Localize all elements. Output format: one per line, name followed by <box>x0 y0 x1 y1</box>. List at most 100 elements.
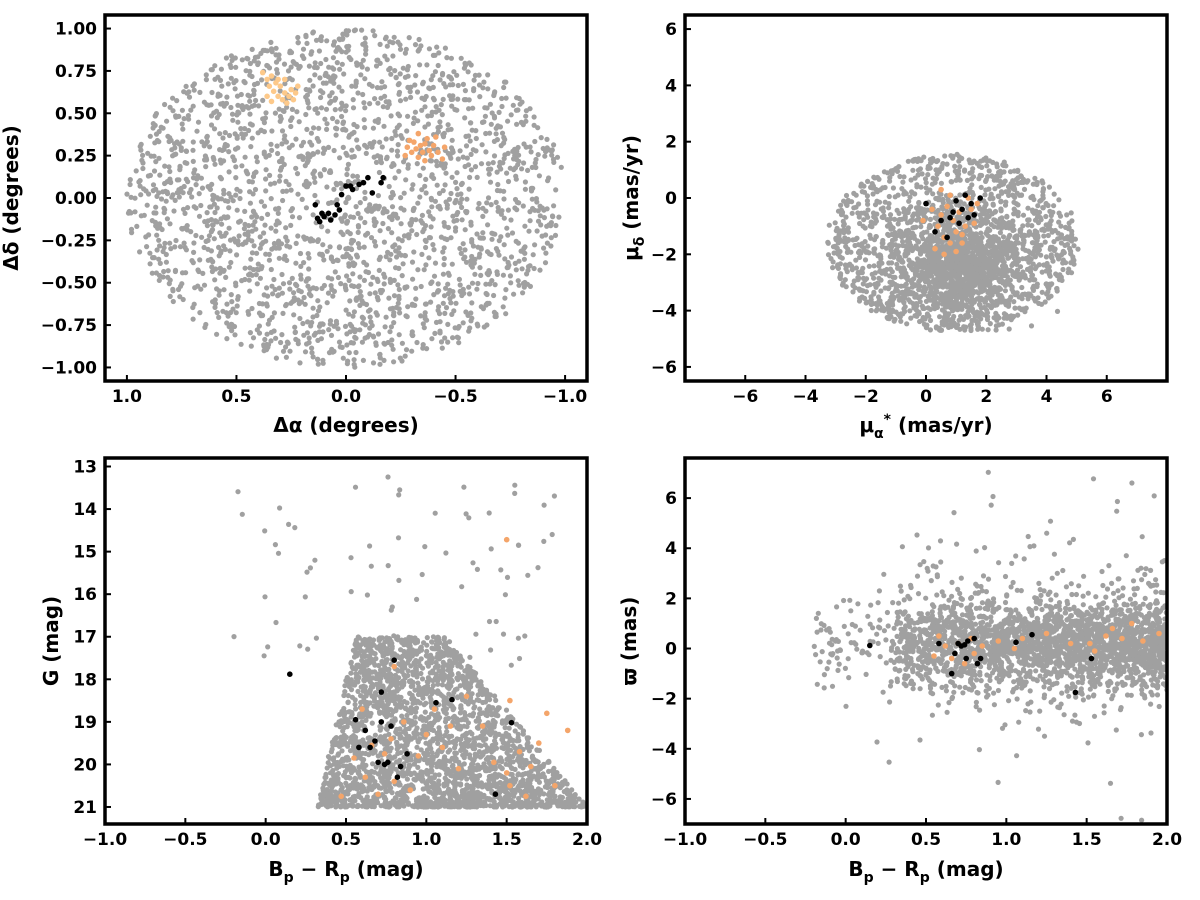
field-star <box>390 53 396 59</box>
field-star <box>1051 203 1057 209</box>
field-star <box>903 253 909 259</box>
field-star <box>429 109 435 115</box>
field-star <box>412 82 418 88</box>
field-star <box>388 71 394 77</box>
field-star <box>310 151 317 157</box>
field-star <box>1050 258 1056 264</box>
field-star <box>933 256 939 262</box>
field-star <box>371 154 377 160</box>
field-star <box>362 195 368 202</box>
field-star <box>357 274 363 280</box>
member-star-point <box>378 179 384 186</box>
field-star <box>431 97 437 103</box>
field-star <box>373 63 380 69</box>
member-star-point <box>947 214 953 221</box>
field-star <box>842 262 849 268</box>
field-star <box>334 126 340 132</box>
field-star <box>891 254 897 260</box>
field-star <box>283 225 289 231</box>
field-star <box>276 52 282 58</box>
field-star <box>474 174 480 180</box>
field-star <box>422 104 428 110</box>
field-star <box>983 248 989 255</box>
field-star <box>856 201 862 207</box>
field-star <box>133 168 139 174</box>
field-star <box>433 104 439 110</box>
field-star <box>1040 205 1046 211</box>
field-star <box>179 226 185 232</box>
field-star <box>441 245 447 251</box>
field-star <box>295 338 301 344</box>
field-star <box>990 195 996 201</box>
field-star <box>366 81 372 87</box>
member-star-point <box>360 179 367 186</box>
field-star <box>471 77 477 83</box>
field-star <box>343 103 349 109</box>
field-star <box>419 251 425 257</box>
field-star <box>979 243 985 250</box>
field-star <box>878 277 884 283</box>
field-star <box>864 283 871 289</box>
field-star <box>935 158 941 164</box>
field-star <box>973 246 979 252</box>
field-star <box>1066 266 1072 272</box>
field-star <box>532 138 538 145</box>
field-star <box>536 173 543 179</box>
field-star <box>924 229 930 235</box>
field-star <box>871 214 877 220</box>
field-star <box>382 36 389 42</box>
field-star <box>1046 184 1052 190</box>
field-star <box>834 264 841 270</box>
x-tick-label: 0.5 <box>221 387 251 407</box>
field-star <box>151 210 157 216</box>
field-star <box>434 44 440 50</box>
field-star <box>391 359 397 365</box>
field-star <box>395 282 401 288</box>
field-star <box>1040 195 1046 201</box>
field-star <box>260 97 266 103</box>
field-star <box>332 74 338 80</box>
field-star <box>355 210 361 217</box>
field-star <box>910 213 916 219</box>
field-star <box>276 285 282 291</box>
field-star <box>483 130 489 137</box>
field-star <box>449 137 455 143</box>
field-star <box>1042 239 1048 245</box>
field-star <box>234 303 240 309</box>
field-star <box>923 185 929 191</box>
field-star <box>1068 210 1074 216</box>
member-star-point <box>932 229 938 235</box>
field-star <box>972 239 978 245</box>
field-star <box>1017 264 1024 270</box>
field-star <box>197 89 203 95</box>
field-star <box>1036 300 1042 306</box>
field-star <box>490 160 496 166</box>
field-star <box>1055 230 1061 236</box>
field-star <box>146 191 152 197</box>
field-star <box>165 133 171 139</box>
field-star <box>978 206 984 212</box>
field-star <box>306 63 312 69</box>
field-star <box>1011 299 1017 305</box>
field-star <box>893 166 899 172</box>
field-star <box>952 163 958 169</box>
member-star-point <box>408 149 415 156</box>
field-star <box>426 255 432 261</box>
field-star <box>998 189 1005 195</box>
field-star <box>380 210 386 216</box>
field-star <box>513 267 519 273</box>
field-star <box>892 281 898 287</box>
member-star-point <box>947 192 953 198</box>
field-star <box>1004 299 1010 306</box>
field-star <box>898 318 904 324</box>
field-star <box>370 28 376 34</box>
field-star <box>273 45 279 51</box>
field-star <box>409 228 415 234</box>
field-star <box>277 118 283 124</box>
field-star <box>1018 227 1024 233</box>
field-star <box>970 166 976 172</box>
field-star <box>226 264 232 270</box>
field-star <box>344 273 350 279</box>
field-star <box>249 214 255 220</box>
